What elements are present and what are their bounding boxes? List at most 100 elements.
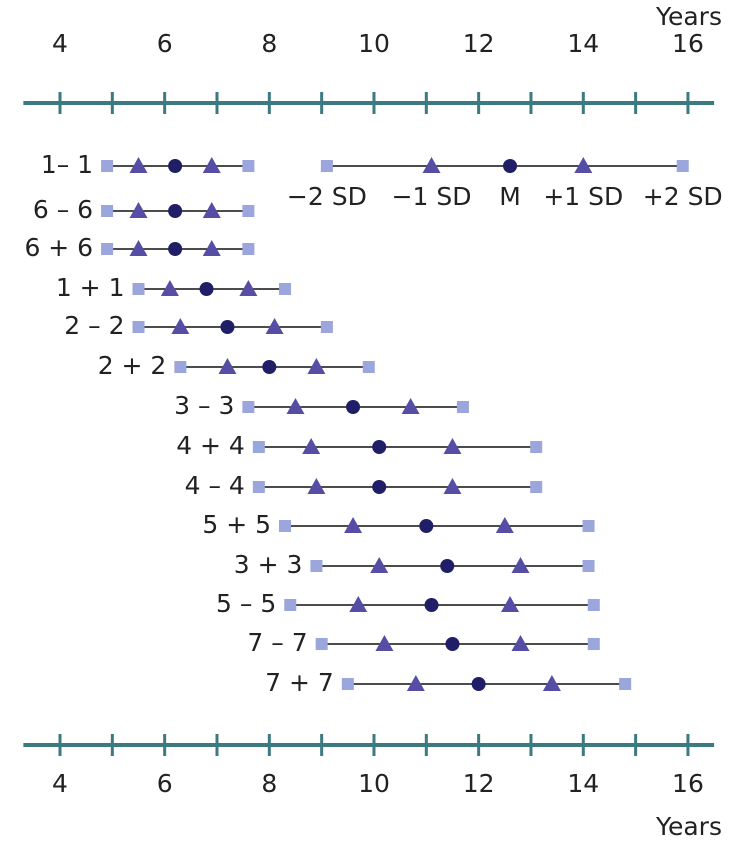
x-tick-label: 16: [672, 29, 704, 58]
triangle-marker: [401, 398, 420, 414]
square-marker: [252, 481, 265, 493]
square-marker: [530, 481, 543, 493]
triangle-marker: [160, 280, 179, 296]
dot-marker: [419, 519, 434, 533]
x-tick-label: 4: [52, 769, 68, 798]
category-label: 4 – 4: [185, 471, 245, 500]
legend-label: +2 SD: [643, 182, 723, 211]
dot-marker: [168, 204, 183, 218]
triangle-marker: [574, 157, 593, 173]
x-tick-label: 10: [358, 769, 390, 798]
square-marker: [530, 441, 543, 453]
triangle-marker: [307, 478, 326, 494]
triangle-marker: [422, 157, 441, 173]
x-tick-label: 12: [463, 769, 495, 798]
triangle-marker: [349, 596, 368, 612]
category-label: 4 + 4: [176, 431, 245, 460]
square-marker: [587, 638, 600, 650]
square-marker: [310, 560, 323, 572]
square-marker: [132, 283, 145, 295]
triangle-marker: [129, 202, 148, 218]
triangle-marker: [286, 398, 305, 414]
square-marker: [619, 678, 632, 690]
dot-marker: [372, 480, 387, 494]
square-marker: [320, 160, 333, 172]
triangle-marker: [202, 157, 221, 173]
dot-marker: [503, 159, 518, 173]
square-marker: [582, 560, 595, 572]
category-label: 6 + 6: [24, 233, 93, 262]
x-axis-label: Years: [655, 2, 722, 31]
dot-marker: [445, 637, 460, 651]
x-tick-label: 12: [463, 29, 495, 58]
x-axis-label: Years: [655, 812, 722, 841]
triangle-marker: [344, 517, 363, 533]
category-label: 3 + 3: [234, 550, 303, 579]
triangle-marker: [542, 675, 561, 691]
dot-marker: [471, 677, 486, 691]
x-tick-label: 14: [567, 29, 599, 58]
square-marker: [315, 638, 328, 650]
triangle-marker: [218, 358, 237, 374]
x-tick-label: 10: [358, 29, 390, 58]
triangle-marker: [265, 318, 284, 334]
legend-label: M: [499, 182, 521, 211]
square-marker: [252, 441, 265, 453]
triangle-marker: [511, 557, 530, 573]
triangle-marker: [302, 438, 321, 454]
category-label: 1– 1: [41, 150, 93, 179]
square-marker: [341, 678, 354, 690]
triangle-marker: [511, 635, 530, 651]
x-tick-label: 14: [567, 769, 599, 798]
square-marker: [279, 283, 292, 295]
square-marker: [279, 520, 292, 532]
category-label: 7 + 7: [265, 668, 334, 697]
triangle-marker: [239, 280, 258, 296]
triangle-marker: [129, 240, 148, 256]
x-tick-label: 8: [261, 769, 277, 798]
category-label: 3 – 3: [174, 391, 234, 420]
triangle-marker: [202, 240, 221, 256]
dot-marker: [199, 282, 214, 296]
x-tick-label: 6: [157, 29, 173, 58]
square-marker: [174, 361, 187, 373]
square-marker: [242, 205, 255, 217]
square-marker: [242, 243, 255, 255]
category-label: 7 – 7: [247, 628, 307, 657]
legend-label: −2 SD: [287, 182, 367, 211]
triangle-marker: [406, 675, 425, 691]
category-label: 2 + 2: [98, 351, 167, 380]
x-tick-label: 8: [261, 29, 277, 58]
dot-marker: [262, 360, 277, 374]
category-label: 5 – 5: [216, 589, 276, 618]
square-marker: [242, 401, 255, 413]
category-label: 5 + 5: [202, 510, 271, 539]
category-label: 1 + 1: [56, 273, 125, 302]
category-label: 2 – 2: [64, 311, 124, 340]
square-marker: [582, 520, 595, 532]
square-marker: [101, 160, 114, 172]
x-tick-label: 4: [52, 29, 68, 58]
square-marker: [101, 205, 114, 217]
triangle-marker: [495, 517, 514, 533]
square-marker: [320, 321, 333, 333]
square-marker: [242, 160, 255, 172]
dot-marker: [372, 440, 387, 454]
square-marker: [676, 160, 689, 172]
square-marker: [456, 401, 469, 413]
triangle-marker: [202, 202, 221, 218]
square-marker: [132, 321, 145, 333]
triangle-marker: [443, 478, 462, 494]
legend-label: −1 SD: [392, 182, 472, 211]
dot-marker: [168, 242, 183, 256]
dot-marker: [424, 598, 439, 612]
triangle-marker: [375, 635, 394, 651]
legend-label: +1 SD: [543, 182, 623, 211]
square-marker: [587, 599, 600, 611]
triangle-marker: [171, 318, 190, 334]
category-label: 6 – 6: [33, 195, 93, 224]
square-marker: [101, 243, 114, 255]
dot-marker: [346, 400, 361, 414]
x-tick-label: 16: [672, 769, 704, 798]
